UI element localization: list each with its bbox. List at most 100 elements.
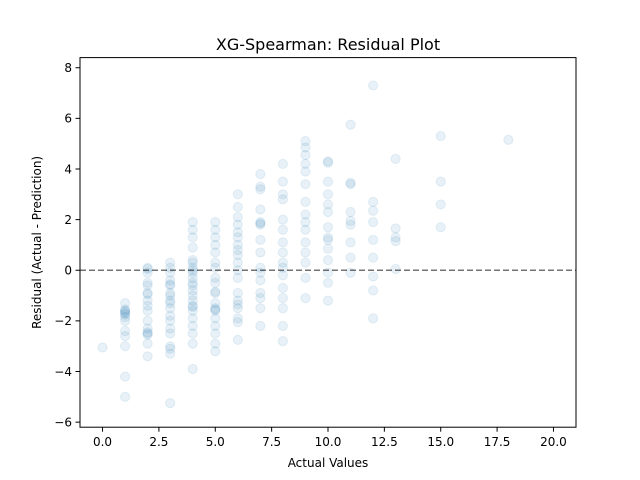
data-point: [435, 199, 446, 210]
data-point: [255, 275, 266, 286]
data-point: [345, 237, 356, 248]
data-point: [390, 263, 401, 275]
data-point: [255, 168, 266, 180]
data-point: [300, 237, 311, 248]
data-point: [119, 341, 131, 352]
x-tick-label: 20.0: [540, 435, 567, 449]
data-point: [300, 292, 311, 304]
data-point: [187, 224, 198, 235]
data-point: [187, 217, 198, 228]
data-point: [210, 338, 221, 349]
data-point: [165, 323, 176, 334]
data-point: [345, 252, 356, 263]
data-point: [322, 222, 334, 233]
data-point: [232, 299, 243, 310]
data-point: [210, 247, 221, 258]
data-point: [345, 215, 356, 226]
data-point: [119, 309, 131, 320]
data-point: [322, 156, 334, 167]
data-point: [255, 184, 266, 195]
data-point: [165, 279, 176, 290]
data-point: [119, 330, 131, 342]
data-point: [165, 310, 176, 321]
data-point: [367, 196, 379, 207]
data-point: [232, 244, 243, 256]
data-point: [322, 243, 334, 254]
data-point: [210, 277, 221, 289]
data-point: [165, 295, 176, 306]
y-tick-label: 2: [64, 213, 72, 227]
data-point: [367, 271, 379, 282]
data-point: [165, 280, 176, 291]
y-tick-label: −4: [54, 365, 72, 379]
data-point: [322, 232, 334, 243]
data-point: [210, 286, 221, 297]
data-point: [390, 153, 401, 164]
data-point: [119, 304, 131, 315]
data-point: [187, 280, 198, 291]
data-point: [255, 218, 266, 229]
x-tick-label: 2.5: [149, 435, 168, 449]
data-point: [277, 237, 289, 248]
data-point: [277, 189, 289, 200]
data-point: [322, 157, 334, 168]
data-point: [210, 272, 221, 283]
data-point: [435, 176, 446, 187]
data-point: [142, 289, 153, 300]
y-axis-label: Residual (Actual - Prediction): [30, 156, 44, 329]
data-point: [187, 232, 198, 243]
data-point: [255, 287, 266, 299]
data-point: [255, 292, 266, 304]
data-point: [300, 257, 311, 268]
data-point: [119, 308, 131, 319]
data-point: [187, 257, 198, 268]
y-axis-ticks: −6 −4 −2 0 2 4 6 8: [54, 61, 80, 429]
data-point: [345, 219, 356, 230]
data-point: [277, 336, 289, 347]
data-point: [300, 179, 311, 190]
data-point: [210, 232, 221, 243]
data-point: [142, 327, 153, 338]
data-point: [187, 255, 198, 266]
data-point: [277, 270, 289, 281]
y-tick-label: −2: [54, 314, 72, 328]
data-point: [187, 242, 198, 253]
data-point: [187, 301, 198, 313]
data-point: [255, 303, 266, 314]
data-point: [277, 257, 289, 268]
data-point: [119, 305, 131, 316]
data-point: [142, 329, 153, 340]
data-point: [119, 371, 131, 382]
data-point: [232, 201, 243, 213]
data-point: [232, 189, 243, 200]
data-point: [187, 277, 198, 289]
data-point: [232, 219, 243, 230]
data-point: [187, 363, 198, 375]
data-point: [210, 328, 221, 339]
data-point: [277, 292, 289, 304]
data-points: [97, 80, 514, 409]
data-point: [322, 199, 334, 210]
data-point: [255, 320, 266, 332]
data-point: [277, 303, 289, 314]
data-point: [210, 304, 221, 315]
data-point: [142, 263, 153, 275]
y-tick-label: 8: [64, 61, 72, 75]
data-point: [367, 313, 379, 324]
data-point: [300, 136, 311, 147]
data-point: [119, 298, 131, 309]
data-point: [187, 295, 198, 306]
data-point: [232, 313, 243, 324]
data-point: [300, 142, 311, 153]
data-point: [210, 298, 221, 309]
data-point: [435, 222, 446, 233]
data-point: [390, 232, 401, 243]
data-point: [142, 305, 153, 316]
data-point: [232, 317, 243, 328]
data-point: [435, 130, 446, 142]
x-tick-label: 15.0: [427, 435, 454, 449]
data-point: [165, 315, 176, 326]
data-point: [210, 346, 221, 357]
data-point: [277, 320, 289, 332]
data-point: [165, 343, 176, 354]
